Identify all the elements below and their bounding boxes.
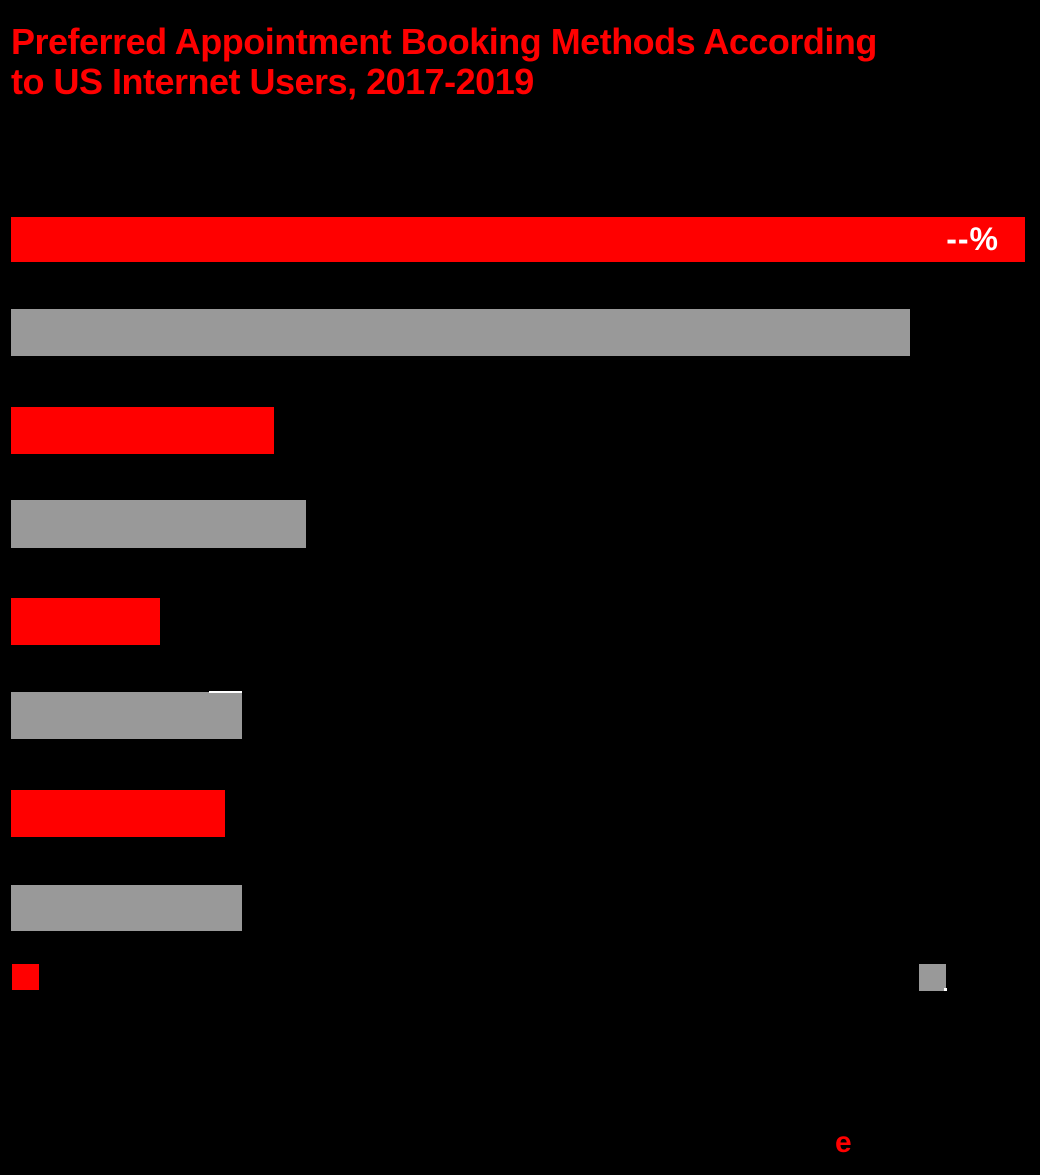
bar-gray-row-6 [11, 692, 242, 739]
bar-red-row-7 [11, 790, 225, 837]
bar-gray-row-2 [11, 309, 910, 356]
artifact-white-dot-near-gray-swatch [944, 988, 947, 991]
bar-red-row-5 [11, 598, 160, 645]
bar-gray-row-8 [11, 885, 242, 931]
artifact-white-sliver-above-bar-6 [209, 691, 242, 693]
chart-title-line-1: Preferred Appointment Booking Methods Ac… [11, 21, 877, 62]
bar-red-row-3 [11, 407, 274, 454]
legend-swatch-red [12, 964, 39, 990]
chart-title-line-2: to US Internet Users, 2017-2019 [11, 61, 534, 102]
emarketer-logo-e: e [835, 1126, 852, 1159]
legend-swatch-gray [919, 964, 946, 991]
bar-value-label: --% [946, 221, 999, 257]
bar-gray-row-4 [11, 500, 306, 548]
chart-title: Preferred Appointment Booking Methods Ac… [11, 22, 877, 102]
bar-red-row-1: --% [11, 217, 1025, 262]
